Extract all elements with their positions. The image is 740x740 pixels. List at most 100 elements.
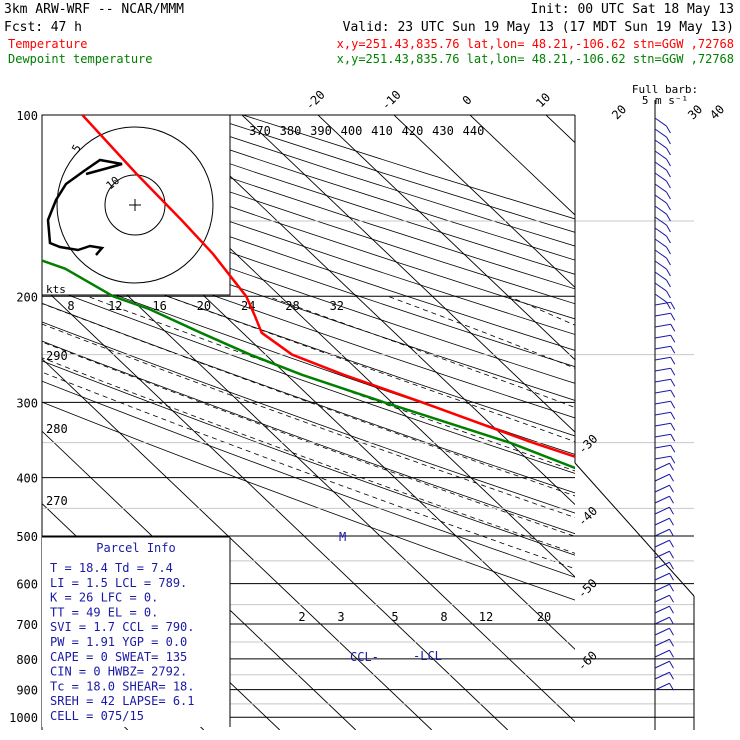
dewpoint-location: x,y=251.43,835.76 lat,lon= 48.21,-106.62… bbox=[337, 52, 734, 66]
wind-barb bbox=[654, 301, 671, 306]
wind-barb-flag bbox=[670, 301, 676, 310]
wind-barb bbox=[654, 183, 667, 193]
wind-barbs bbox=[654, 117, 676, 691]
wind-barb bbox=[654, 345, 671, 350]
parcel-info-row: T = 18.4 Td = 7.4 bbox=[50, 561, 173, 575]
hodo-speed-label: 16 bbox=[152, 299, 166, 313]
barb-legend-title: Full barb: bbox=[632, 83, 698, 96]
wind-barb bbox=[654, 444, 671, 449]
pressure-tick-label: 800 bbox=[16, 653, 38, 667]
wind-barb bbox=[654, 172, 667, 182]
hodograph-trace bbox=[46, 158, 123, 256]
adiabat-label: 420 bbox=[402, 124, 424, 138]
fcst-value: 47 h bbox=[51, 20, 82, 35]
isotherm-label: -30 bbox=[575, 432, 600, 457]
wind-barb-flag bbox=[669, 528, 674, 537]
wind-barb bbox=[654, 249, 667, 259]
wind-barb bbox=[654, 400, 671, 405]
wind-barb-flag bbox=[670, 367, 676, 376]
wind-barb bbox=[654, 411, 671, 416]
lcl-marker: -LCL bbox=[413, 649, 442, 663]
wind-barb-flag bbox=[670, 455, 676, 464]
pressure-tick-label: 200 bbox=[16, 290, 38, 304]
isotherm-label: -20 bbox=[303, 88, 328, 113]
parcel-info-row: CELL = 075/15 bbox=[50, 709, 144, 723]
wind-barb-flag bbox=[669, 550, 674, 559]
wind-barb bbox=[654, 455, 671, 460]
wind-barb-flag bbox=[669, 671, 674, 680]
wind-barb bbox=[654, 433, 671, 438]
wind-barb bbox=[654, 550, 670, 559]
wind-barb-flag bbox=[666, 169, 671, 178]
pressure-tick-label: 900 bbox=[16, 684, 38, 698]
mixing-ratio-label: 12 bbox=[479, 610, 493, 624]
level-marker: M bbox=[339, 530, 346, 544]
wind-barb-flag bbox=[670, 389, 676, 398]
wind-barb-flag bbox=[669, 539, 674, 548]
init-time: Init: 00 UTC Sat 18 May 13 bbox=[531, 2, 735, 17]
wind-barb-flag bbox=[670, 444, 676, 453]
pressure-ticks: 100 200 300 400 500 600 700 800 900 1000 bbox=[9, 109, 38, 725]
wind-barb-flag bbox=[666, 202, 671, 211]
adiabat-label: 270 bbox=[46, 494, 68, 508]
ccl-marker: CCL- bbox=[350, 650, 379, 664]
parcel-info-row: SREH = 42 LAPSE= 6.1 bbox=[50, 694, 195, 708]
parcel-info-row: CIN = 0 HWBZ= 2792. bbox=[50, 665, 187, 679]
wind-barb bbox=[654, 282, 667, 292]
wind-barb-flag bbox=[666, 279, 671, 288]
wind-barb bbox=[654, 627, 670, 636]
parcel-info-row: Tc = 18.0 SHEAR= 18. bbox=[50, 679, 195, 693]
adiabat-label: 290 bbox=[46, 349, 68, 363]
wind-barb bbox=[654, 594, 670, 603]
dewpoint-legend: Dewpoint temperature bbox=[8, 52, 153, 66]
dry-adiabat-line bbox=[164, 115, 575, 247]
wind-barb-flag bbox=[666, 125, 671, 134]
wind-barb-flag bbox=[666, 180, 671, 189]
wind-barb-flag bbox=[669, 561, 674, 570]
hodo-speed-label: 28 bbox=[285, 299, 299, 313]
wind-barb-flag bbox=[666, 158, 671, 167]
parcel-info-row: SVI = 1.7 CCL = 790. bbox=[50, 620, 195, 634]
wind-barb-flag bbox=[669, 638, 674, 647]
wind-barb bbox=[654, 462, 670, 471]
wind-barb bbox=[654, 506, 670, 515]
hodo-units-label: kts bbox=[46, 283, 66, 296]
parcel-info-row: LI = 1.5 LCL = 789. bbox=[50, 576, 187, 590]
parcel-info-panel: Parcel Info T = 18.4 Td = 7.4LI = 1.5 LC… bbox=[42, 536, 231, 727]
wind-barb bbox=[654, 334, 671, 339]
isotherm-label: -40 bbox=[575, 504, 600, 529]
wind-barb bbox=[654, 378, 671, 383]
wind-barb-flag bbox=[670, 411, 676, 420]
profiles bbox=[42, 115, 575, 470]
dry-adiabat-line bbox=[42, 250, 575, 437]
pressure-tick-label: 100 bbox=[16, 109, 38, 123]
adiabat-label: 400 bbox=[341, 124, 363, 138]
pressure-tick-label: 700 bbox=[16, 618, 38, 632]
wind-barb bbox=[654, 227, 667, 237]
parcel-info-row: PW = 1.91 YGP = 0.0 bbox=[50, 635, 187, 649]
wind-barb bbox=[654, 660, 670, 669]
temperature-location: x,y=251.43,835.76 lat,lon= 48.21,-106.62… bbox=[337, 37, 734, 51]
wind-barb-flag bbox=[670, 345, 676, 354]
isotherm-line bbox=[317, 115, 575, 361]
wind-barb-flag bbox=[669, 583, 674, 592]
wind-barb bbox=[654, 528, 670, 537]
isotherm-line bbox=[393, 115, 575, 289]
wind-barb-flag bbox=[669, 682, 674, 691]
wind-barb bbox=[654, 389, 671, 394]
dry-adiabat-line bbox=[42, 201, 575, 384]
wind-barb-flag bbox=[666, 224, 671, 233]
wind-barb-flag bbox=[670, 356, 676, 365]
hodo-speed-label: 32 bbox=[330, 299, 344, 313]
wind-barb bbox=[654, 649, 670, 658]
parcel-info-row: K = 26 LFC = 0. bbox=[50, 591, 158, 605]
wind-barb-flag bbox=[670, 378, 676, 387]
isotherm-label: 40 bbox=[707, 102, 727, 122]
wind-barb bbox=[654, 271, 667, 281]
wind-barb-flag bbox=[666, 246, 671, 255]
isotherm-line bbox=[622, 115, 740, 730]
wind-barb bbox=[654, 356, 671, 361]
pressure-tick-label: 400 bbox=[16, 472, 38, 486]
fcst-label: Fcst: bbox=[4, 20, 43, 35]
pressure-tick-label: 1000 bbox=[9, 711, 38, 725]
